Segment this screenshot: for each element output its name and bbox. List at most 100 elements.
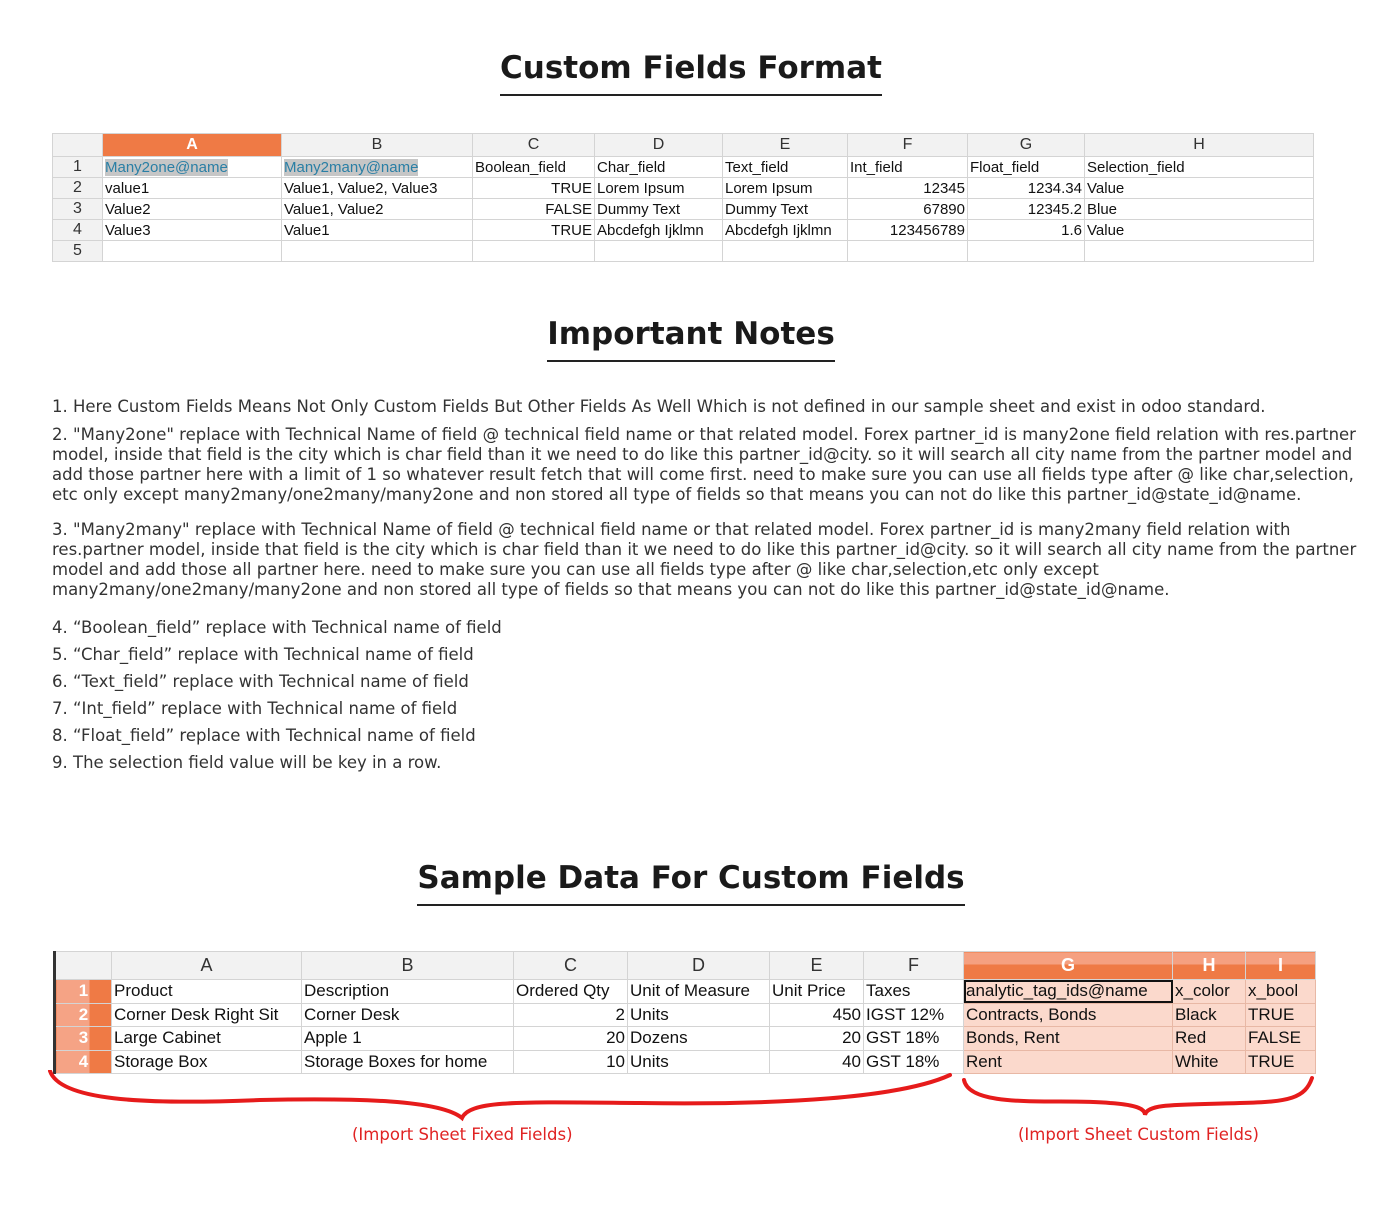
cell[interactable]: 12345: [847, 177, 968, 199]
column-header-c[interactable]: C: [472, 133, 595, 157]
column-header-d[interactable]: D: [627, 951, 770, 980]
cell[interactable]: TRUE: [1245, 1049, 1316, 1074]
column-header-a[interactable]: A: [102, 133, 282, 157]
cell[interactable]: Blue: [1084, 198, 1314, 220]
cell[interactable]: [1084, 240, 1314, 262]
cell[interactable]: Storage Boxes for home: [301, 1049, 514, 1074]
cell[interactable]: Text_field: [722, 156, 848, 178]
cell[interactable]: Apple 1: [301, 1026, 514, 1051]
cell[interactable]: 1234.34: [967, 177, 1085, 199]
cell[interactable]: Large Cabinet: [111, 1026, 302, 1051]
column-header-i[interactable]: I: [1245, 951, 1316, 980]
column-header-h[interactable]: H: [1084, 133, 1314, 157]
cell[interactable]: 2: [513, 1002, 628, 1027]
cell[interactable]: Description: [301, 979, 514, 1004]
cell[interactable]: Red: [1172, 1026, 1246, 1051]
cell[interactable]: x_color: [1172, 979, 1246, 1004]
cell[interactable]: Corner Desk: [301, 1002, 514, 1027]
cell[interactable]: 67890: [847, 198, 968, 220]
cell[interactable]: analytic_tag_ids@name: [963, 979, 1173, 1004]
cell[interactable]: Units: [627, 1002, 770, 1027]
cell[interactable]: Contracts, Bonds: [963, 1002, 1173, 1027]
cell[interactable]: Abcdefgh Ijklmn: [594, 219, 723, 241]
cell[interactable]: Float_field: [967, 156, 1085, 178]
column-header-e[interactable]: E: [722, 133, 848, 157]
cell[interactable]: Unit of Measure: [627, 979, 770, 1004]
column-header-a[interactable]: A: [111, 951, 302, 980]
cell[interactable]: Many2many@name: [281, 156, 473, 178]
cell[interactable]: 20: [769, 1026, 864, 1051]
cell[interactable]: Value1, Value2, Value3: [281, 177, 473, 199]
column-header-h[interactable]: H: [1172, 951, 1246, 980]
cell[interactable]: Dummy Text: [594, 198, 723, 220]
cell[interactable]: [847, 240, 968, 262]
cell[interactable]: White: [1172, 1049, 1246, 1074]
column-header-d[interactable]: D: [594, 133, 723, 157]
cell[interactable]: Taxes: [863, 979, 964, 1004]
cell[interactable]: Boolean_field: [472, 156, 595, 178]
cell[interactable]: 1.6: [967, 219, 1085, 241]
cell[interactable]: FALSE: [1245, 1026, 1316, 1051]
row-header[interactable]: 3: [54, 1026, 112, 1051]
cell[interactable]: Selection_field: [1084, 156, 1314, 178]
row-header[interactable]: 2: [52, 177, 103, 199]
column-header-f[interactable]: F: [847, 133, 968, 157]
cell[interactable]: Lorem Ipsum: [722, 177, 848, 199]
cell[interactable]: Value1: [281, 219, 473, 241]
column-header-b[interactable]: B: [301, 951, 514, 980]
cell[interactable]: TRUE: [1245, 1002, 1316, 1027]
cell[interactable]: Char_field: [594, 156, 723, 178]
cell[interactable]: IGST 12%: [863, 1002, 964, 1027]
cell[interactable]: [722, 240, 848, 262]
cell[interactable]: FALSE: [472, 198, 595, 220]
cell[interactable]: value1: [102, 177, 282, 199]
cell[interactable]: Dozens: [627, 1026, 770, 1051]
cell[interactable]: 20: [513, 1026, 628, 1051]
cell[interactable]: Value3: [102, 219, 282, 241]
corner-cell[interactable]: [54, 951, 112, 980]
column-header-b[interactable]: B: [281, 133, 473, 157]
cell[interactable]: 12345.2: [967, 198, 1085, 220]
cell[interactable]: Abcdefgh Ijklmn: [722, 219, 848, 241]
cell[interactable]: GST 18%: [863, 1026, 964, 1051]
cell[interactable]: Black: [1172, 1002, 1246, 1027]
row-header[interactable]: 1: [52, 156, 103, 178]
cell[interactable]: Storage Box: [111, 1049, 302, 1074]
cell[interactable]: 10: [513, 1049, 628, 1074]
cell[interactable]: Value2: [102, 198, 282, 220]
row-header[interactable]: 4: [54, 1049, 112, 1074]
row-header[interactable]: 2: [54, 1002, 112, 1027]
cell[interactable]: 123456789: [847, 219, 968, 241]
cell[interactable]: Int_field: [847, 156, 968, 178]
cell[interactable]: x_bool: [1245, 979, 1316, 1004]
cell[interactable]: [967, 240, 1085, 262]
cell[interactable]: [102, 240, 282, 262]
column-header-g[interactable]: G: [967, 133, 1085, 157]
row-header[interactable]: 5: [52, 240, 103, 262]
cell[interactable]: TRUE: [472, 219, 595, 241]
cell[interactable]: Rent: [963, 1049, 1173, 1074]
cell[interactable]: Many2one@name: [102, 156, 282, 178]
row-header[interactable]: 4: [52, 219, 103, 241]
cell[interactable]: Value: [1084, 219, 1314, 241]
cell[interactable]: Product: [111, 979, 302, 1004]
cell[interactable]: TRUE: [472, 177, 595, 199]
cell[interactable]: Unit Price: [769, 979, 864, 1004]
cell[interactable]: Corner Desk Right Sit: [111, 1002, 302, 1027]
cell[interactable]: 40: [769, 1049, 864, 1074]
cell[interactable]: Units: [627, 1049, 770, 1074]
cell[interactable]: GST 18%: [863, 1049, 964, 1074]
column-header-f[interactable]: F: [863, 951, 964, 980]
column-header-e[interactable]: E: [769, 951, 864, 980]
cell[interactable]: Lorem Ipsum: [594, 177, 723, 199]
row-header[interactable]: 1: [54, 979, 112, 1004]
row-header[interactable]: 3: [52, 198, 103, 220]
cell[interactable]: Value1, Value2: [281, 198, 473, 220]
column-header-c[interactable]: C: [513, 951, 628, 980]
corner-cell[interactable]: [52, 133, 103, 157]
cell[interactable]: Bonds, Rent: [963, 1026, 1173, 1051]
cell[interactable]: Ordered Qty: [513, 979, 628, 1004]
cell[interactable]: [472, 240, 595, 262]
cell[interactable]: [281, 240, 473, 262]
cell[interactable]: Dummy Text: [722, 198, 848, 220]
